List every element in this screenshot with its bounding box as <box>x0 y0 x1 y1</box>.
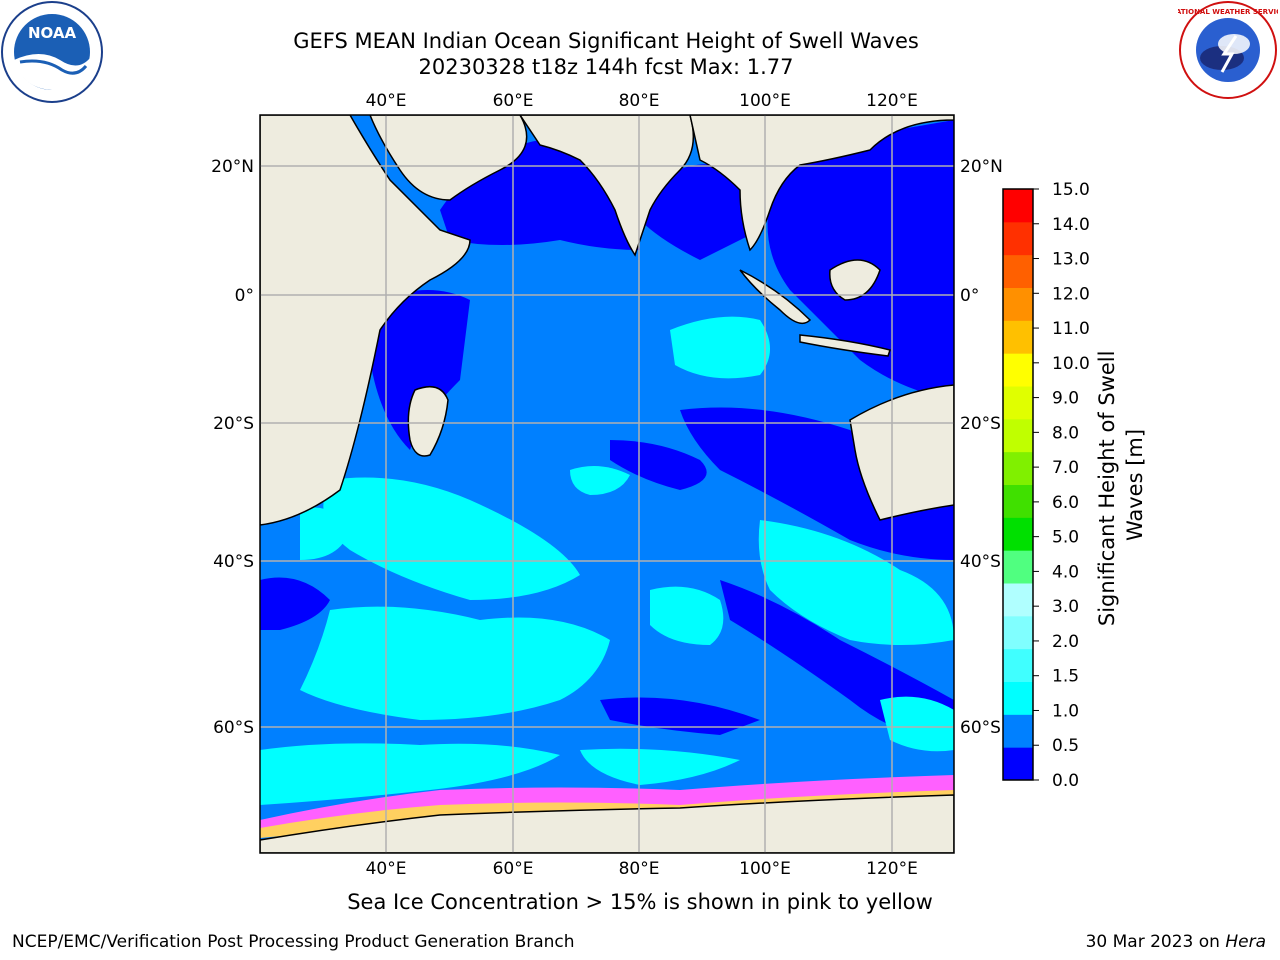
colorbar-tick-label: 1.0 <box>1052 701 1079 721</box>
colorbar-tick-label: 13.0 <box>1052 250 1090 270</box>
run-date-text: 30 Mar 2023 on <box>1085 932 1220 952</box>
colorbar-segment <box>1003 747 1033 781</box>
colorbar-border <box>1002 188 1034 781</box>
colorbar-tick-label: 12.0 <box>1052 284 1090 304</box>
nws-logo: NATIONAL WEATHER SERVICE <box>1178 1 1278 99</box>
lat-label-left: 40°S <box>213 552 254 572</box>
noaa-logo-text: NOAA <box>28 24 77 42</box>
colorbar-tick-label: 15.0 <box>1052 180 1090 200</box>
colorbar-segment <box>1003 320 1033 354</box>
colorbar <box>1002 188 1034 781</box>
map-border <box>259 114 955 854</box>
colorbar-tick-label: 1.5 <box>1052 667 1079 687</box>
colorbar-segment <box>1003 648 1033 682</box>
lat-label-right: 20°S <box>960 414 1001 434</box>
lon-label-bottom: 80°E <box>619 859 660 879</box>
colorbar-label: Significant Height of Swell Waves [m] <box>1095 344 1147 626</box>
noaa-logo: NOAA <box>1 1 103 103</box>
chart-subtitle: 20230328 t18z 144h fcst Max: 1.77 <box>418 55 794 79</box>
colorbar-tick-label: 10.0 <box>1052 354 1090 374</box>
colorbar-segment <box>1003 583 1033 617</box>
lon-label-top: 120°E <box>866 91 918 111</box>
colorbar-tick-label: 4.0 <box>1052 562 1079 582</box>
borneo-landmass <box>829 259 881 301</box>
colorbar-tick-label: 9.0 <box>1052 389 1079 409</box>
lat-label-right: 0° <box>960 286 979 306</box>
colorbar-segment <box>1003 681 1033 715</box>
sumatra-landmass <box>739 269 812 325</box>
antarctica-landmass <box>260 794 954 853</box>
lat-label-left: 0° <box>235 286 254 306</box>
map-area <box>260 115 954 853</box>
producer-credit: NCEP/EMC/Verification Post Processing Pr… <box>12 932 575 952</box>
lat-label-left: 20°S <box>213 414 254 434</box>
colorbar-tick-label: 3.0 <box>1052 597 1079 617</box>
colorbar-tick-label: 0.5 <box>1052 736 1079 756</box>
arabia-landmass <box>369 115 528 201</box>
lon-label-bottom: 40°E <box>366 859 407 879</box>
colorbar-tick-label: 6.0 <box>1052 493 1079 513</box>
colorbar-tick-label: 2.0 <box>1052 632 1079 652</box>
colorbar-tick-label: 7.0 <box>1052 458 1079 478</box>
lat-label-right: 40°S <box>960 552 1001 572</box>
colorbar-segment <box>1003 484 1033 518</box>
svg-text:NATIONAL WEATHER SERVICE: NATIONAL WEATHER SERVICE <box>1178 8 1278 16</box>
chart-title: GEFS MEAN Indian Ocean Significant Heigh… <box>293 29 919 53</box>
colorbar-segment <box>1003 517 1033 551</box>
colorbar-tick-label: 8.0 <box>1052 423 1079 443</box>
colorbar-segment <box>1003 615 1033 650</box>
graticule <box>260 115 954 853</box>
lat-label-left: 20°N <box>211 157 254 177</box>
colorbar-segment <box>1003 418 1033 453</box>
lon-label-bottom: 100°E <box>739 859 791 879</box>
colorbar-segment <box>1003 714 1033 748</box>
colorbar-ticks: 15.0 14.0 13.0 12.0 11.0 10.0 9.0 8.0 7.0 6.0 5.0 4… <box>1033 180 1090 791</box>
run-date: 30 Mar 2023 on Hera <box>1086 932 1266 952</box>
colorbar-tick-label: 0.0 <box>1052 771 1079 791</box>
host-name: Hera <box>1225 932 1266 952</box>
india-landmass <box>519 115 695 257</box>
colorbar-segment <box>1003 287 1033 321</box>
colorbar-tick-label: 11.0 <box>1052 319 1090 339</box>
java-landmass <box>799 334 891 357</box>
lon-label-top: 80°E <box>619 91 660 111</box>
lon-label-top: 100°E <box>739 91 791 111</box>
colorbar-tick-label: 5.0 <box>1052 528 1079 548</box>
colorbar-segment <box>1003 451 1033 485</box>
colorbar-segment <box>1003 221 1033 256</box>
australia-landmass <box>849 384 954 521</box>
colorbar-segment <box>1003 386 1033 420</box>
lon-label-bottom: 120°E <box>866 859 918 879</box>
southeast-asia-landmass <box>689 115 954 252</box>
lat-label-right: 60°S <box>960 718 1001 738</box>
lat-label-left: 60°S <box>213 718 254 738</box>
colorbar-segment <box>1003 550 1033 584</box>
colorbar-segment <box>1003 189 1033 223</box>
colorbar-segment <box>1003 254 1033 288</box>
colorbar-tick-label: 14.0 <box>1052 215 1090 235</box>
lon-label-top: 60°E <box>493 91 534 111</box>
colorbar-segment <box>1003 353 1033 387</box>
sea-ice-note: Sea Ice Concentration > 15% is shown in … <box>347 890 933 914</box>
lon-label-top: 40°E <box>366 91 407 111</box>
lat-label-right: 20°N <box>960 157 1003 177</box>
lon-label-bottom: 60°E <box>493 859 534 879</box>
